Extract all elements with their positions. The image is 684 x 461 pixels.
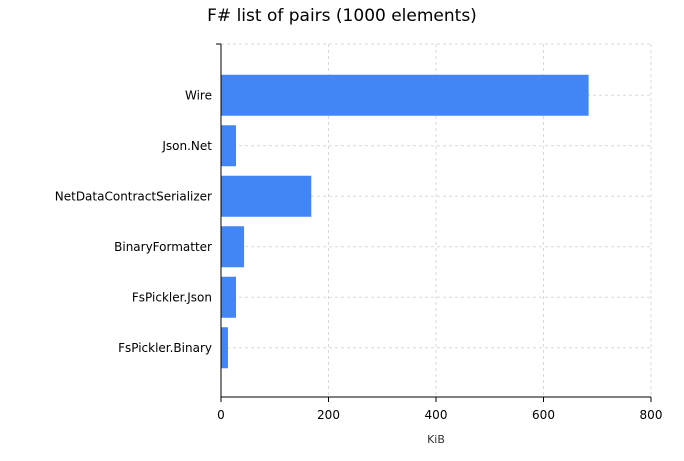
bar [221,276,237,318]
axes-group [216,43,652,402]
bar [221,125,237,167]
bar [221,74,589,116]
x-axis-label: KiB [427,433,445,446]
chart-title: F# list of pairs (1000 elements) [207,6,477,26]
grid-lines [221,43,652,397]
x-tick-label: 200 [317,408,340,422]
category-label: Wire [185,88,212,102]
bar [221,327,228,369]
x-tick-labels: 0 200 400 600 800 [217,408,662,422]
x-tick-label: 600 [532,408,555,422]
x-tick-label: 0 [217,408,225,422]
category-label: FsPickler.Json [132,290,212,304]
bars-group [221,74,589,369]
bar [221,175,312,217]
category-label: Json.Net [161,139,212,153]
category-label: BinaryFormatter [114,240,212,254]
category-labels: Wire Json.Net NetDataContractSerializer Bin… [55,88,213,355]
category-label: NetDataContractSerializer [55,189,212,203]
bar [221,226,245,268]
x-tick-label: 400 [425,408,448,422]
category-label: FsPickler.Binary [118,341,212,355]
x-tick-label: 800 [640,408,663,422]
